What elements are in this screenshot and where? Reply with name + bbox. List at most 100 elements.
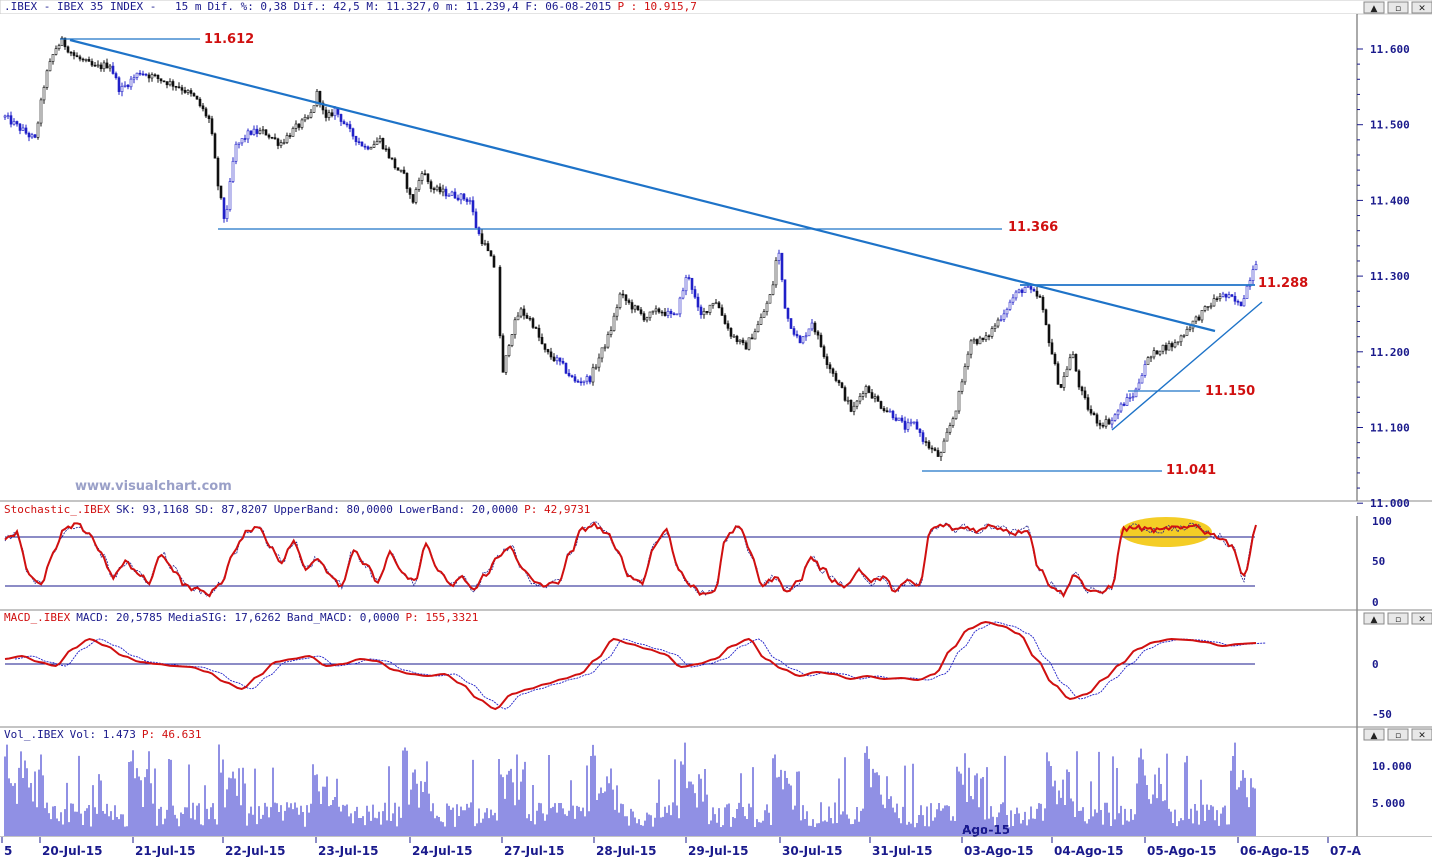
candle-body xyxy=(12,121,16,125)
candle-body xyxy=(591,367,595,383)
candle-body xyxy=(312,105,316,113)
candle-body xyxy=(642,313,646,321)
candle-body xyxy=(954,410,958,420)
date-label: 22-Jul-15 xyxy=(225,844,285,857)
candle-body xyxy=(807,328,811,337)
candle-body xyxy=(849,399,853,412)
window-button[interactable] xyxy=(1411,1,1432,14)
candle-body xyxy=(618,293,622,308)
vol-name: Vol_.IBEX xyxy=(4,728,64,741)
date-label: 30-Jul-15 xyxy=(782,844,842,857)
candle-body xyxy=(219,185,223,199)
candle-body xyxy=(132,77,136,80)
candle-body xyxy=(999,319,1003,321)
candle-body xyxy=(771,284,775,295)
candle-body xyxy=(897,417,901,421)
candle-body xyxy=(801,336,805,344)
candle-body xyxy=(519,308,523,317)
candle-body xyxy=(69,51,73,54)
window-button[interactable] xyxy=(1411,728,1432,741)
volume-bars xyxy=(4,742,1256,836)
candle-body xyxy=(1227,294,1231,298)
candle-body xyxy=(1023,287,1027,293)
candle-body xyxy=(402,169,406,174)
candle-body xyxy=(438,186,442,193)
window-button[interactable] xyxy=(1363,612,1385,625)
candle-body xyxy=(1200,309,1204,321)
window-button[interactable] xyxy=(1387,728,1409,741)
window-button[interactable] xyxy=(1363,728,1385,741)
candle-body xyxy=(876,396,880,402)
candle-body xyxy=(279,142,283,146)
candle-body xyxy=(453,191,457,199)
macd-p: P: 155,3321 xyxy=(406,611,479,624)
candle-body xyxy=(384,148,388,151)
candle-body xyxy=(393,158,397,169)
candle-body xyxy=(1020,289,1024,293)
macd-tick-0: 0 xyxy=(1372,658,1379,671)
window-button[interactable] xyxy=(1363,1,1385,14)
candle-body xyxy=(783,279,787,309)
candle-body xyxy=(558,357,562,362)
stoch-name: Stochastic_.IBEX xyxy=(4,503,110,516)
candle-body xyxy=(504,355,508,373)
candle-body xyxy=(609,330,613,335)
candle-body xyxy=(1005,309,1009,315)
candle-body xyxy=(1134,388,1138,398)
candle-body xyxy=(282,142,286,144)
level-label-11288: 11.288 xyxy=(1258,276,1308,291)
stoch-highlight-ellipse xyxy=(1120,517,1212,547)
candle-body xyxy=(780,252,784,281)
candle-body xyxy=(543,343,547,350)
candle-body xyxy=(600,347,604,359)
date-label: 31-Jul-15 xyxy=(872,844,932,857)
candle-body xyxy=(117,77,121,93)
candle-body xyxy=(744,342,748,350)
candle-body xyxy=(228,181,232,210)
candle-body xyxy=(891,410,895,419)
candle-body xyxy=(957,391,961,412)
candle-body xyxy=(621,293,625,296)
candle-body xyxy=(153,74,157,77)
candle-body xyxy=(1137,382,1141,390)
window-button[interactable] xyxy=(1411,612,1432,625)
candle-body xyxy=(933,448,937,451)
window-button-glyph: ▫ xyxy=(1395,4,1401,14)
price-tick-label: 11.600 xyxy=(1370,43,1410,56)
candle-body xyxy=(1011,297,1015,303)
candle-body xyxy=(270,136,274,139)
candle-body xyxy=(987,335,991,338)
candle-body xyxy=(447,195,451,197)
candle-body xyxy=(585,376,589,382)
candle-body xyxy=(405,172,409,189)
candle-body xyxy=(1242,298,1246,307)
candle-body xyxy=(183,89,187,93)
window-button[interactable] xyxy=(1387,612,1409,625)
candle-body xyxy=(444,188,448,197)
candle-body xyxy=(9,115,13,125)
window-button[interactable] xyxy=(1387,1,1409,14)
candle-body xyxy=(105,62,109,69)
candle-body xyxy=(306,116,310,119)
candle-body xyxy=(1155,350,1159,355)
candle-body xyxy=(99,64,103,70)
candle-body xyxy=(930,447,934,450)
candle-body xyxy=(651,310,655,313)
date-axis: 5 20-Jul-15 21-Jul-15 22-Jul-15 23-Jul-15 24-… xyxy=(1,837,1362,857)
candle-body xyxy=(879,401,883,409)
candle-body xyxy=(567,372,571,376)
candle-body xyxy=(597,357,601,368)
candle-body xyxy=(1179,335,1183,343)
candle-body xyxy=(561,361,565,364)
candle-body xyxy=(873,396,877,399)
candle-body xyxy=(1221,293,1225,297)
candle-body xyxy=(192,93,196,97)
candle-body xyxy=(171,81,175,87)
candle-body xyxy=(252,128,256,135)
macd-signal-line xyxy=(14,621,1267,710)
candle-body xyxy=(474,211,478,229)
candle-body xyxy=(552,356,556,362)
stoch-tick-100: 100 xyxy=(1372,515,1392,528)
candle-body xyxy=(186,90,190,93)
